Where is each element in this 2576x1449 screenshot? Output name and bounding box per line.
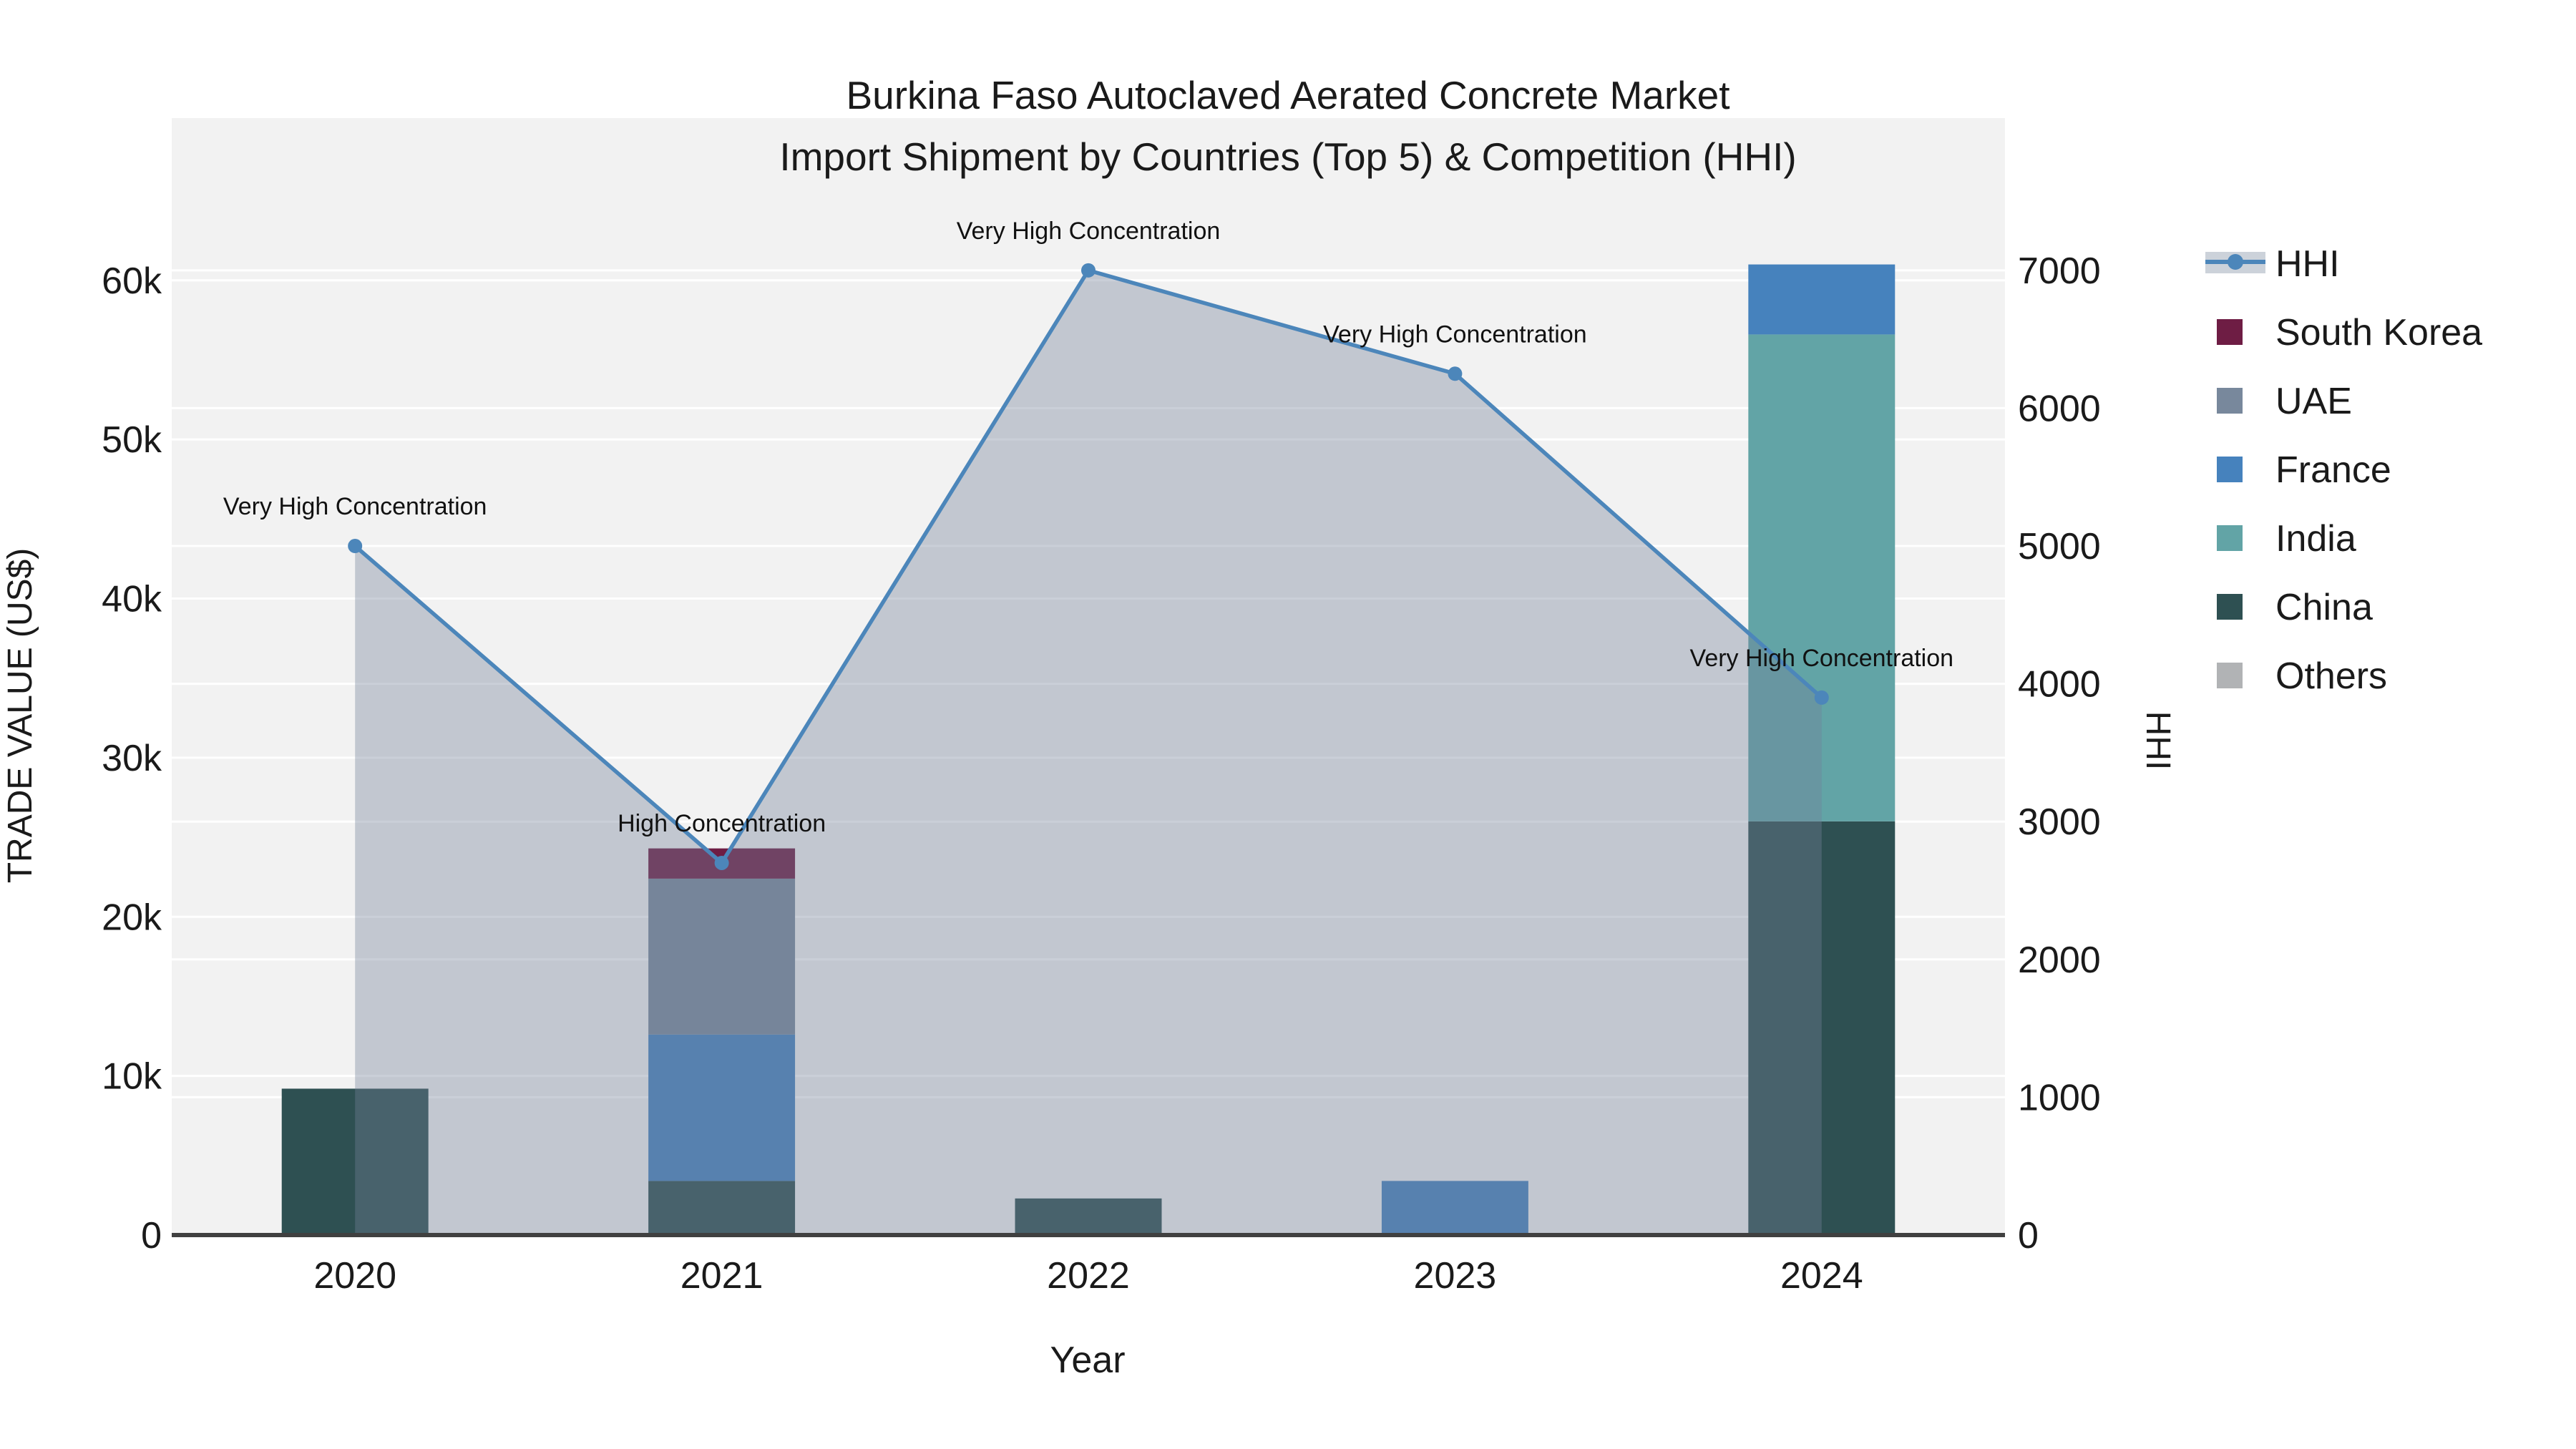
annotation-label: Very High Concentration	[223, 493, 487, 520]
x-tick-label: 2022	[1047, 1255, 1130, 1297]
legend-item-india[interactable]: India	[2217, 518, 2356, 560]
legend: HHI South Korea UAE France India China Others	[2205, 243, 2482, 697]
annotations: Very High Concentration High Concentratio…	[223, 218, 1953, 837]
gridlines	[172, 269, 2005, 1098]
hhi-area-fill	[355, 270, 1822, 1236]
legend-item-south-korea[interactable]: South Korea	[2217, 312, 2482, 353]
legend-label: HHI	[2275, 243, 2340, 285]
hhi-area	[355, 270, 1822, 1236]
legend-label: UAE	[2275, 381, 2352, 422]
chart-title-line2: Import Shipment by Countries (Top 5) & C…	[779, 135, 1796, 179]
y-right-tick-label: 0	[2018, 1215, 2039, 1257]
legend-color-swatch	[2217, 457, 2243, 482]
legend-item-hhi[interactable]: HHI	[2205, 243, 2340, 285]
x-tick-label: 2020	[313, 1255, 396, 1297]
bar-segment-china[interactable]	[648, 1181, 796, 1235]
y-left-tick-label: 30k	[102, 738, 162, 779]
bar-series	[281, 264, 1896, 1235]
legend-hhi-marker-swatch	[2228, 254, 2243, 270]
y-left-tick-label: 60k	[102, 260, 162, 302]
annotation-label: Very High Concentration	[957, 218, 1221, 245]
hhi-line-series	[348, 263, 1829, 870]
bar-segment-france[interactable]	[648, 1034, 796, 1181]
chart-title-line1: Burkina Faso Autoclaved Aerated Concrete…	[846, 73, 1729, 117]
legend-color-swatch	[2217, 525, 2243, 551]
legend-item-france[interactable]: France	[2217, 449, 2391, 491]
bar-segment-china[interactable]	[1015, 1198, 1162, 1235]
y-left-tick-label: 50k	[102, 419, 162, 461]
y-left-tick-label: 10k	[102, 1056, 162, 1098]
bar-segment-france[interactable]	[1748, 264, 1896, 335]
legend-color-swatch	[2217, 319, 2243, 345]
bar-segment-uae[interactable]	[648, 878, 796, 1035]
y-left-tick-label: 20k	[102, 897, 162, 938]
annotation-label: Very High Concentration	[1323, 321, 1587, 348]
y-left-tick-labels: 0 10k 20k 30k 40k 50k 60k	[102, 260, 162, 1257]
y-right-tick-label: 1000	[2018, 1077, 2101, 1118]
hhi-marker[interactable]	[714, 855, 729, 870]
annotation-label: High Concentration	[618, 810, 826, 837]
y-left-tick-label: 0	[141, 1215, 162, 1257]
x-tick-labels: 2020 2021 2022 2023 2024	[313, 1255, 1863, 1297]
x-tick-label: 2023	[1414, 1255, 1497, 1297]
legend-color-swatch	[2217, 663, 2243, 688]
hhi-marker[interactable]	[348, 539, 363, 554]
y-right-tick-labels: 0 1000 2000 3000 4000 5000 6000 7000	[2018, 250, 2101, 1257]
bar-segment-france[interactable]	[1381, 1181, 1528, 1235]
y-right-tick-label: 2000	[2018, 940, 2101, 981]
y-right-tick-label: 5000	[2018, 526, 2101, 567]
y-right-tick-label: 4000	[2018, 664, 2101, 706]
hhi-marker[interactable]	[1814, 690, 1829, 705]
legend-label: China	[2275, 587, 2373, 628]
bar-segment-india[interactable]	[1748, 334, 1896, 821]
plot-area	[172, 118, 2005, 1235]
legend-label: India	[2275, 518, 2356, 560]
legend-color-swatch	[2217, 594, 2243, 620]
legend-label: South Korea	[2275, 312, 2482, 353]
annotation-label: Very High Concentration	[1690, 645, 1954, 672]
bar-segment-china[interactable]	[281, 1088, 429, 1235]
legend-label: Others	[2275, 655, 2387, 697]
legend-color-swatch	[2217, 388, 2243, 414]
x-tick-label: 2021	[680, 1255, 763, 1297]
y-axis-title-left: TRADE VALUE (US$)	[1, 548, 39, 884]
y-left-tick-label: 40k	[102, 579, 162, 620]
legend-item-china[interactable]: China	[2217, 587, 2373, 628]
hhi-marker[interactable]	[1448, 366, 1463, 381]
y-right-tick-label: 6000	[2018, 388, 2101, 429]
y-right-tick-label: 7000	[2018, 250, 2101, 292]
x-tick-label: 2024	[1780, 1255, 1863, 1297]
x-axis-title: Year	[1050, 1340, 1125, 1381]
y-axis-title-right: HHI	[2139, 711, 2177, 771]
legend-item-uae[interactable]: UAE	[2217, 381, 2352, 422]
bar-segment-china[interactable]	[1748, 821, 1896, 1235]
hhi-marker[interactable]	[1081, 263, 1096, 278]
legend-label: France	[2275, 449, 2391, 491]
legend-item-others[interactable]: Others	[2217, 655, 2387, 697]
y-right-tick-label: 3000	[2018, 801, 2101, 843]
